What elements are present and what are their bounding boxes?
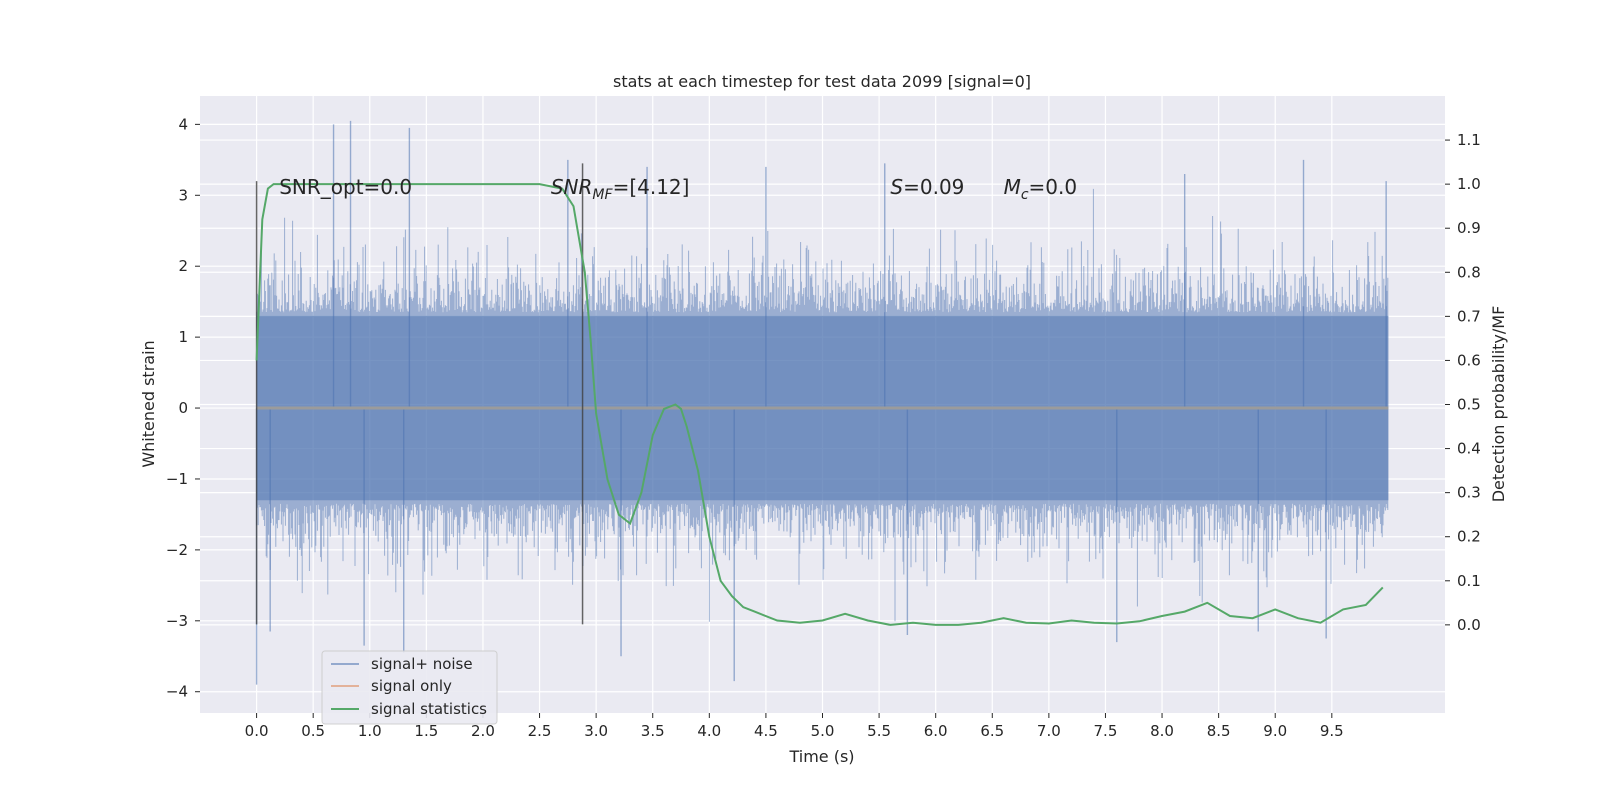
y-tick-label-3: −1 — [166, 470, 188, 488]
annotation-2-part-1: =0.09 — [903, 175, 964, 199]
y2-tick-label-1: 0.1 — [1457, 572, 1481, 590]
signal-statistics-line — [255, 183, 1384, 626]
annotation-3-part-1: c — [1021, 187, 1029, 203]
x-tick-label-2: 1.0 — [358, 722, 382, 740]
legend-label-signal-statistics: signal statistics — [371, 700, 487, 718]
y2-tick-label-7: 0.7 — [1457, 307, 1481, 325]
y-tick-label-4: 0 — [178, 399, 188, 417]
y-tick-label-5: 1 — [178, 328, 188, 346]
y-tick-label-7: 3 — [178, 186, 188, 204]
y-tick-label-2: −2 — [166, 541, 188, 559]
annotation-2-part-0: S — [890, 175, 903, 199]
y-tick-label-6: 2 — [178, 257, 188, 275]
x-tick-label-9: 4.5 — [754, 722, 778, 740]
legend-label-signal-noise: signal+ noise — [371, 655, 473, 673]
annotation-3-part-2: =0.0 — [1029, 175, 1078, 199]
x-tick-label-0: 0.0 — [245, 722, 269, 740]
x-tick-label-11: 5.5 — [867, 722, 891, 740]
y2-tick-label-2: 0.2 — [1457, 528, 1481, 546]
x-tick-label-7: 3.5 — [641, 722, 665, 740]
x-tick-label-3: 1.5 — [414, 722, 438, 740]
y-tick-label-8: 4 — [178, 115, 188, 133]
y2-tick-labels: 0.0 0.1 0.2 0.3 0.4 0.5 0.6 0.7 0.8 0.9 1.0 1.1 — [1445, 131, 1481, 634]
annotation-0-part-0: SNR_opt=0.0 — [279, 175, 412, 199]
annotation-1-part-1: MF — [592, 187, 613, 203]
annotation-1: SNRMF=[4.12] — [551, 175, 690, 203]
y2-tick-label-6: 0.6 — [1457, 351, 1481, 369]
x-tick-label-12: 6.0 — [924, 722, 948, 740]
legend: signal+ noise signal only signal statist… — [321, 650, 498, 725]
x-tick-label-14: 7.0 — [1037, 722, 1061, 740]
y2-tick-label-3: 0.3 — [1457, 484, 1481, 502]
y-tick-labels: −4 −3 −2 −1 0 1 2 3 4 — [166, 115, 200, 701]
x-tick-label-4: 2.0 — [471, 722, 495, 740]
x-axis-label: Time (s) — [788, 747, 854, 766]
x-tick-label-5: 2.5 — [528, 722, 552, 740]
annotation-1-part-2: =[4.12] — [613, 175, 690, 199]
x-tick-labels: 0.0 0.5 1.0 1.5 2.0 2.5 3.0 3.5 4.0 4.5 5.0 5.5 6.0 6… — [245, 713, 1344, 740]
legend-box — [321, 650, 498, 725]
x-tick-label-16: 8.0 — [1150, 722, 1174, 740]
legend-label-signal-only: signal only — [371, 677, 452, 695]
y2-tick-label-0: 0.0 — [1457, 616, 1481, 634]
y-tick-label-0: −4 — [166, 683, 188, 701]
annotations: SNR_opt=0.0 SNRMF=[4.12] S=0.09 Mc=0.0 — [279, 175, 1077, 203]
x-tick-label-10: 5.0 — [811, 722, 835, 740]
annotation-1-part-0: SNR — [551, 175, 593, 199]
x-tick-label-19: 9.5 — [1320, 722, 1344, 740]
y2-tick-label-9: 0.9 — [1457, 219, 1481, 237]
y2-tick-label-10: 1.0 — [1457, 175, 1481, 193]
y2-tick-label-5: 0.5 — [1457, 396, 1481, 414]
chart-title: stats at each timestep for test data 209… — [613, 72, 1031, 91]
annotation-3: Mc=0.0 — [1004, 175, 1078, 203]
vertical-markers — [255, 163, 584, 625]
x-tick-label-6: 3.0 — [584, 722, 608, 740]
annotation-2: S=0.09 — [890, 175, 964, 199]
x-tick-label-15: 7.5 — [1094, 722, 1118, 740]
x-tick-label-18: 9.0 — [1263, 722, 1287, 740]
y2-axis-label: Detection probability/MF — [1489, 306, 1508, 503]
x-tick-label-17: 8.5 — [1207, 722, 1231, 740]
x-tick-label-8: 4.0 — [697, 722, 721, 740]
y2-tick-label-11: 1.1 — [1457, 131, 1481, 149]
y2-tick-label-8: 0.8 — [1457, 263, 1481, 281]
y-tick-label-1: −3 — [166, 612, 188, 630]
annotation-3-part-0: M — [1004, 175, 1021, 199]
y-axis-label: Whitened strain — [139, 340, 158, 467]
annotation-0: SNR_opt=0.0 — [279, 175, 412, 199]
y2-tick-label-4: 0.4 — [1457, 440, 1481, 458]
series-signal-statistics — [255, 183, 1384, 626]
x-tick-label-1: 0.5 — [301, 722, 325, 740]
x-tick-label-13: 6.5 — [980, 722, 1004, 740]
